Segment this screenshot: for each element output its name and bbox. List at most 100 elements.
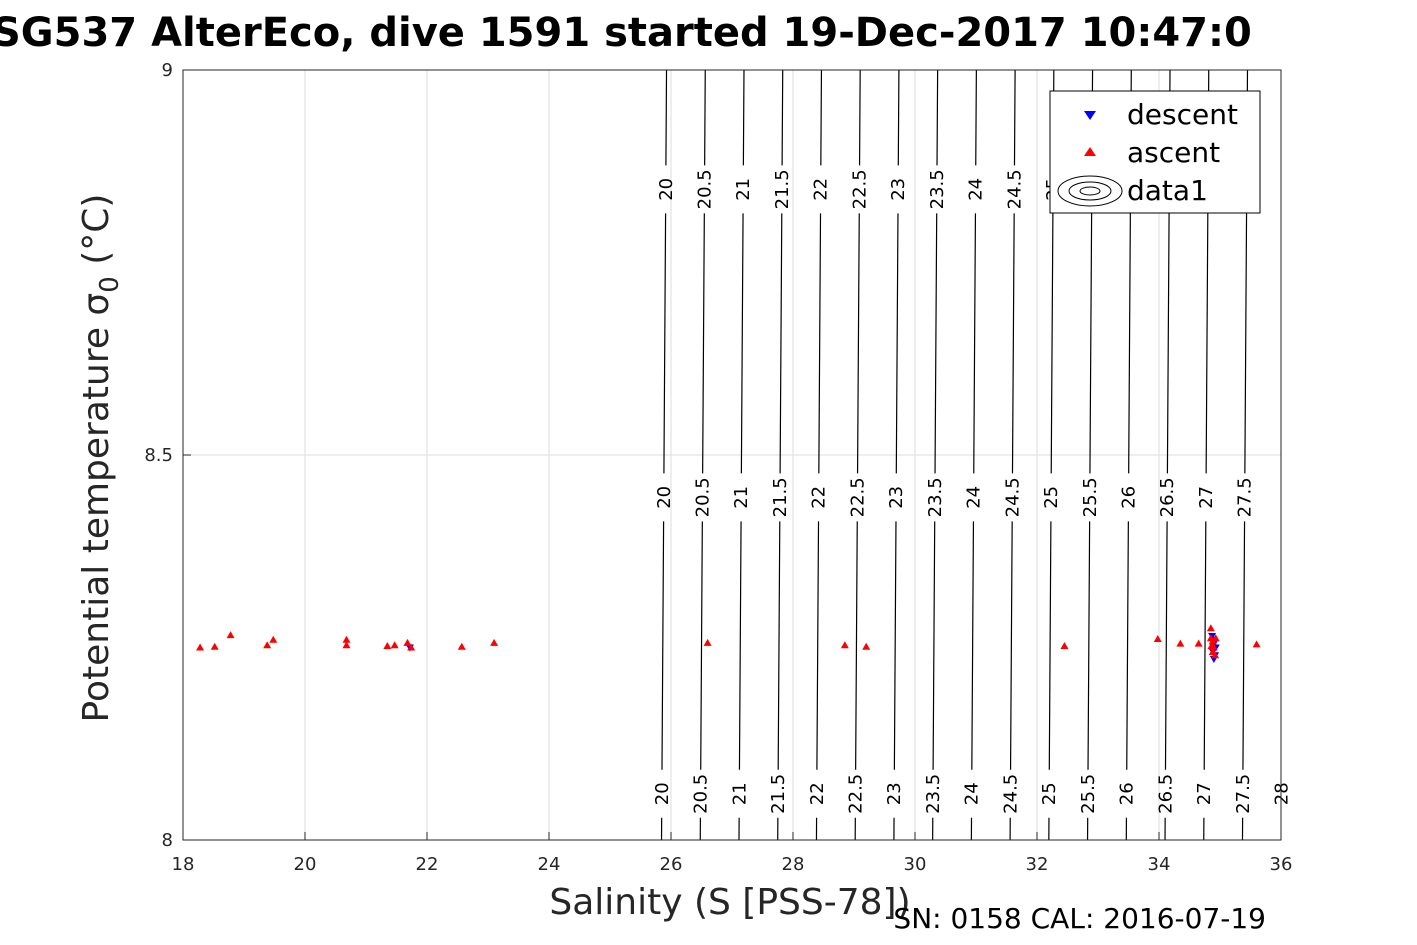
contour-label: 22 [807,782,828,805]
contour-line-21-5 [779,213,783,474]
contour-line-24 [971,521,975,770]
legend-ascent-marker [1084,147,1096,156]
contour-label: 26 [1117,782,1138,805]
chart-title: SG537 AlterEco, dive 1591 started 19-Dec… [0,10,1252,56]
contour-line-22-5 [858,69,861,166]
x-tick-label: 18 [172,854,195,875]
ascent-point [342,641,351,649]
contour-line-24 [973,213,977,474]
contour-label: 23.5 [923,774,944,814]
x-tick-label: 20 [294,854,317,875]
contour-line-25 [1048,521,1052,770]
axis-ticks: 18 20 22 24 26 28 30 32 34 36 8 8.5 9 [144,60,1292,875]
legend-descent-label: descent [1127,98,1238,131]
contour-line-22 [818,213,822,474]
contour-line-20 [665,69,668,166]
contour-label: 25.5 [1078,774,1099,814]
contour-label: 20 [654,486,675,509]
ascent-point [1176,639,1185,647]
contour-line-21 [738,521,742,770]
ascent-point [1060,641,1069,649]
contour-line-23-5 [934,213,938,474]
ascent-point [210,642,219,650]
ascent-point [1153,635,1162,643]
contour-line-22 [820,69,823,166]
contour-label: 20 [652,782,673,805]
contour-label: 27 [1196,486,1217,509]
contour-label: 23.5 [925,477,946,517]
x-tick-label: 32 [1026,854,1049,875]
contour-label: 27.5 [1233,774,1254,814]
ascent-point [383,641,392,649]
contour-line-27-5 [1242,521,1246,770]
contour-label: 24 [964,486,985,509]
contour-line-24-5 [1013,69,1016,166]
ascent-point [862,642,871,650]
contour-label: 26.5 [1157,477,1178,517]
contour-line-21 [740,213,744,474]
x-tick-label: 36 [1270,854,1293,875]
ascent-point [1252,640,1261,648]
contour-label: 27.5 [1235,477,1256,517]
legend-contour-icon [1057,175,1123,207]
ascent-point [1194,639,1203,647]
y-tick-label: 8.5 [144,445,173,466]
ascent-point [269,635,278,643]
contour-label: 20.5 [692,477,713,517]
x-axis-title: Salinity (S [PSS-78]) [549,882,910,923]
contour-label: 24.5 [1002,477,1023,517]
contour-line-22 [816,521,820,770]
contour-label: 20.5 [694,169,715,209]
y-axis-label-units: (°C) [76,194,117,277]
contour-line-23 [897,69,900,166]
contour-label: 23 [884,782,905,805]
ascent-point [703,638,712,646]
x-tick-label: 22 [416,854,439,875]
contour-label: 21 [729,782,750,805]
contour-line-24-5 [1011,213,1015,474]
ascent-point [1206,624,1215,632]
contour-label: 20.5 [691,774,712,814]
contour-label: 20 [656,178,677,201]
ascent-point [490,638,499,646]
contour-line-20 [661,521,665,770]
contour-line-23 [895,213,899,474]
contour-line-22-5 [856,213,860,474]
contour-label: 25.5 [1080,477,1101,517]
contour-label: 28 [1272,782,1293,805]
contour-label: 25 [1039,782,1060,805]
contour-label: 25 [1041,486,1062,509]
ascent-point [390,641,399,649]
data-points [196,624,1261,664]
contour-label: 24 [966,178,987,201]
ascent-point [1211,634,1220,642]
contour-label: 23 [888,178,909,201]
contour-line-23-5 [932,521,936,770]
contour-line-24-5 [1009,521,1013,770]
contour-line-25-5 [1087,521,1091,770]
ascent-point [196,643,205,651]
contour-line-22-5 [855,521,858,770]
contour-line-20 [663,213,667,474]
contour-label: 24 [962,782,983,805]
y-axis-label-subscript: 0 [95,276,125,293]
contour-line-20-5 [704,69,706,166]
y-axis-title: Potential temperature σ0 (°C) [76,194,125,723]
contour-line-20-5 [700,521,703,770]
contour-line-23-5 [936,69,939,166]
ascent-point [342,635,351,643]
contour-label: 22 [809,486,830,509]
contour-label: 26.5 [1155,774,1176,814]
ascent-point [1207,641,1216,649]
ascent-point [407,643,416,651]
ascent-point [263,641,272,649]
ascent-point [457,642,466,650]
contour-label: 21 [733,178,754,201]
contour-line-27 [1203,521,1207,770]
contour-label: 21.5 [768,774,789,814]
contour-line-24 [975,69,977,166]
contour-label: 21.5 [772,169,793,209]
contour-label: 22.5 [845,774,866,814]
ascent-point [1211,651,1220,659]
